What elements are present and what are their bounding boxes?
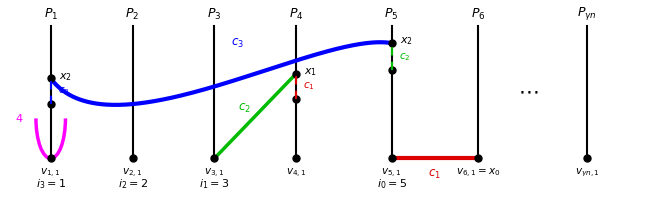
- Text: $v_{\gamma n,1}$: $v_{\gamma n,1}$: [575, 166, 600, 179]
- Text: $v_{1,1}$: $v_{1,1}$: [41, 166, 61, 180]
- Text: $4$: $4$: [14, 112, 23, 124]
- Text: $i_2=2$: $i_2=2$: [117, 178, 148, 192]
- Text: $P_{\gamma n}$: $P_{\gamma n}$: [577, 5, 597, 22]
- Text: $c_1$: $c_1$: [428, 168, 441, 181]
- Text: $\cdots$: $\cdots$: [518, 81, 539, 101]
- Text: $P_5$: $P_5$: [384, 7, 399, 22]
- Text: $c_3$: $c_3$: [58, 85, 70, 97]
- Text: $v_{6,1}=x_0$: $v_{6,1}=x_0$: [456, 166, 501, 180]
- Text: $x_1$: $x_1$: [304, 66, 318, 78]
- Text: $P_4$: $P_4$: [289, 7, 304, 22]
- Text: $i_3=1$: $i_3=1$: [35, 178, 66, 192]
- Text: $x_2$: $x_2$: [400, 36, 413, 48]
- Text: $P_3$: $P_3$: [207, 7, 222, 22]
- Text: $c_1$: $c_1$: [304, 81, 315, 92]
- Text: $P_1$: $P_1$: [43, 7, 58, 22]
- Text: $c_2$: $c_2$: [399, 52, 411, 63]
- Text: $x_2$: $x_2$: [59, 71, 72, 83]
- Text: $i_1=3$: $i_1=3$: [199, 178, 230, 192]
- Text: $v_{2,1}$: $v_{2,1}$: [122, 166, 143, 180]
- Text: $i_0=5$: $i_0=5$: [377, 178, 407, 192]
- Text: $v_{4,1}$: $v_{4,1}$: [286, 166, 306, 180]
- Text: $P_2$: $P_2$: [125, 7, 140, 22]
- Text: $v_{3,1}$: $v_{3,1}$: [204, 166, 224, 180]
- Text: $v_{5,1}$: $v_{5,1}$: [381, 166, 402, 180]
- Text: $c_3$: $c_3$: [231, 37, 243, 50]
- Text: $P_6$: $P_6$: [471, 7, 485, 22]
- Text: $c_2$: $c_2$: [238, 102, 251, 115]
